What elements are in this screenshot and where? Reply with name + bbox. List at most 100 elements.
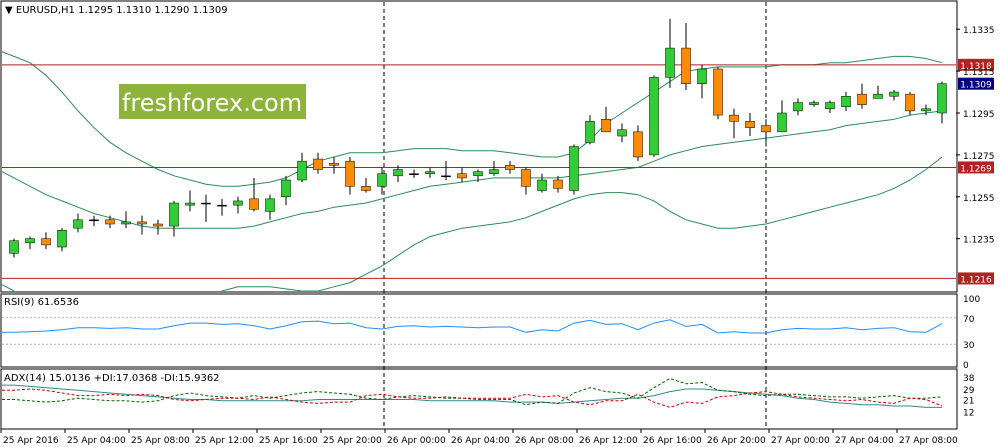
candle-45 <box>729 108 739 139</box>
candle-31 <box>505 161 515 174</box>
x-tick-label-6: 26 Apr 00:00 <box>387 436 446 446</box>
adx-minus-di-line <box>2 388 943 408</box>
candle-8 <box>137 215 147 235</box>
candle-body-27 <box>441 175 451 178</box>
candle-5 <box>89 215 99 227</box>
candle-body-20 <box>329 163 339 166</box>
candle-17 <box>281 175 291 206</box>
candle-57 <box>921 104 931 116</box>
candle-6 <box>105 215 115 229</box>
candle-body-34 <box>553 179 563 189</box>
candle-27 <box>441 161 451 181</box>
candle-body-47 <box>761 125 771 133</box>
candle-body-55 <box>889 91 899 97</box>
candle-body-1 <box>25 238 35 244</box>
candle-body-22 <box>361 186 371 191</box>
adx-tick-label-2: 21 <box>963 397 974 407</box>
candle-22 <box>361 177 371 193</box>
candle-0 <box>9 238 19 258</box>
candle-body-8 <box>137 221 147 225</box>
candle-3 <box>57 228 67 252</box>
rsi-label: RSI(9) 61.6536 <box>4 297 79 308</box>
candle-56 <box>905 92 915 116</box>
candle-23 <box>377 167 387 195</box>
candle-body-42 <box>681 47 691 84</box>
candle-body-38 <box>617 129 627 137</box>
candle-body-46 <box>745 121 755 128</box>
candle-body-26 <box>425 171 435 174</box>
candle-body-33 <box>537 179 547 191</box>
candle-body-14 <box>233 200 243 206</box>
candle-body-3 <box>57 230 67 248</box>
level-tag-2 <box>958 272 994 285</box>
candle-body-50 <box>809 102 819 105</box>
watermark-text: freshforex.com <box>122 89 302 117</box>
y-tick-label-3: 1.1275 <box>963 152 995 162</box>
candle-body-16 <box>265 198 275 212</box>
candle-body-15 <box>249 198 259 210</box>
candle-28 <box>457 167 467 183</box>
candle-body-51 <box>825 102 835 110</box>
candle-body-57 <box>921 108 931 112</box>
current-price-tag <box>958 77 994 90</box>
candle-body-40 <box>649 77 659 156</box>
rsi-tick-label-2: 30 <box>963 341 975 351</box>
candle-body-5 <box>89 219 99 222</box>
candle-25 <box>409 169 419 178</box>
main-panel <box>0 0 958 293</box>
candle-18 <box>297 152 307 183</box>
rsi-tick-label-0: 100 <box>963 295 980 305</box>
candle-body-31 <box>505 165 515 170</box>
candle-47 <box>761 119 771 147</box>
y-tick-label-5: 1.1235 <box>963 236 995 246</box>
candle-29 <box>473 169 483 183</box>
y-tick-label-4: 1.1255 <box>963 194 995 204</box>
candle-body-43 <box>697 68 707 84</box>
candle-body-30 <box>489 169 499 174</box>
x-tick-label-4: 25 Apr 16:00 <box>259 436 318 446</box>
candle-20 <box>329 156 339 174</box>
chart-symbol-label: ▼ EURUSD,H1 1.1295 1.1310 1.1290 1.1309 <box>5 5 228 16</box>
candle-body-39 <box>633 131 643 158</box>
watermark-box <box>119 84 306 119</box>
x-tick-label-12: 27 Apr 00:00 <box>771 436 830 446</box>
candle-13 <box>217 198 227 216</box>
candle-body-28 <box>457 173 467 179</box>
x-tick-label-9: 26 Apr 12:00 <box>579 436 638 446</box>
x-tick-label-1: 25 Apr 04:00 <box>67 436 126 446</box>
candle-24 <box>393 165 403 183</box>
candle-51 <box>825 100 835 113</box>
level-tag-label-0: 1.1318 <box>960 62 992 72</box>
candle-body-11 <box>185 202 195 206</box>
candle-41 <box>665 18 675 88</box>
candle-body-44 <box>713 68 723 116</box>
candle-58 <box>937 81 947 124</box>
candle-body-53 <box>857 93 867 105</box>
candle-body-29 <box>473 171 483 177</box>
candle-body-6 <box>105 219 115 225</box>
candle-body-23 <box>377 173 387 187</box>
adx-line <box>2 384 942 408</box>
candle-43 <box>697 64 707 99</box>
bollinger-middle-line <box>2 110 943 229</box>
candle-50 <box>809 100 819 107</box>
candle-body-24 <box>393 169 403 177</box>
candle-32 <box>521 167 531 195</box>
candle-body-4 <box>73 219 83 229</box>
candle-46 <box>745 112 755 137</box>
y-tick-label-2: 1.1295 <box>963 110 995 120</box>
candle-44 <box>713 66 723 120</box>
candle-body-56 <box>905 93 915 112</box>
candle-49 <box>793 98 803 116</box>
x-tick-label-13: 27 Apr 04:00 <box>835 436 894 446</box>
rsi-panel <box>0 293 958 368</box>
level-tag-label-1: 1.1269 <box>960 164 992 174</box>
candle-body-19 <box>313 158 323 170</box>
bollinger-lower-line <box>2 156 943 291</box>
candle-body-48 <box>777 112 787 133</box>
candle-4 <box>73 213 83 233</box>
x-tick-label-7: 26 Apr 04:00 <box>451 436 510 446</box>
candle-body-49 <box>793 102 803 112</box>
candle-body-10 <box>169 202 179 227</box>
